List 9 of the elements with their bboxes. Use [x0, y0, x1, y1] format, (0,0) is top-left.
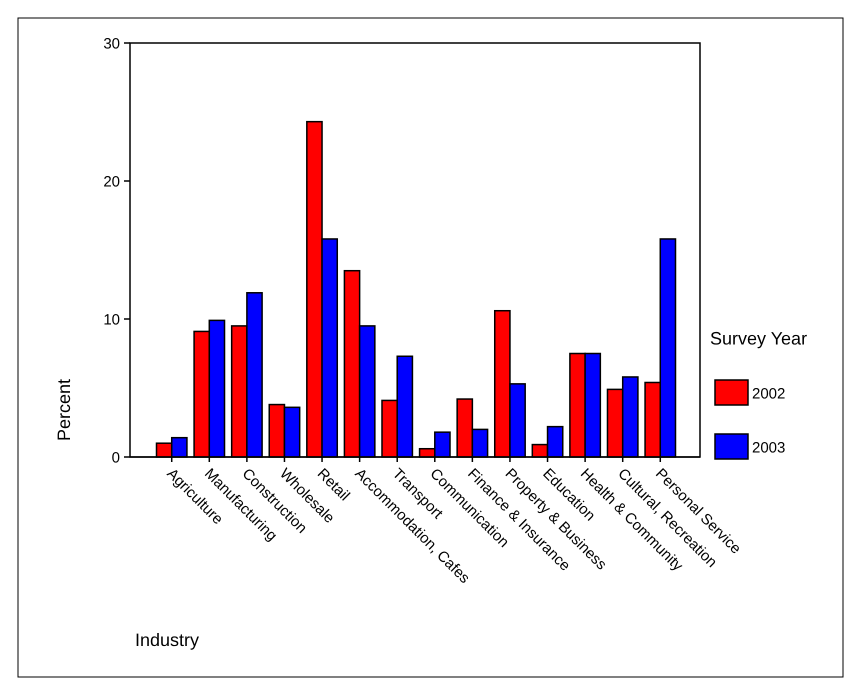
legend-label: 2002: [752, 385, 786, 402]
legend-label: 2003: [752, 439, 786, 456]
x-axis-title: Industry: [135, 630, 200, 650]
y-tick-label: 0: [112, 449, 120, 466]
y-tick-label: 30: [103, 35, 120, 52]
y-tick-label: 10: [103, 311, 120, 328]
y-axis-title: Percent: [54, 378, 74, 442]
legend-title: Survey Year: [710, 328, 808, 348]
y-tick-label: 20: [103, 173, 120, 190]
